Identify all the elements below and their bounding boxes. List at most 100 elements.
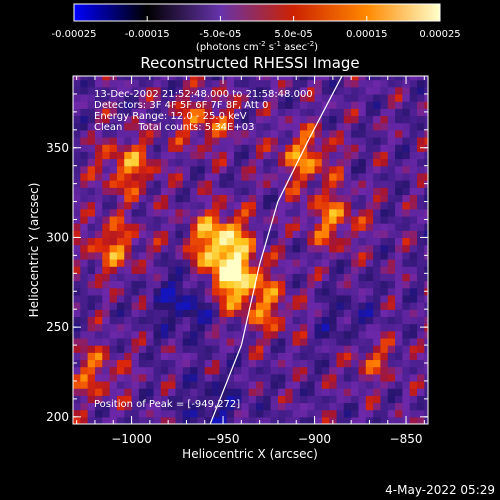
heatmap-cell <box>263 86 272 95</box>
heatmap-cell <box>321 122 330 131</box>
heatmap-cell <box>146 309 155 317</box>
heatmap-cell <box>277 101 286 109</box>
heatmap-cell <box>255 180 264 188</box>
heatmap-cell <box>336 402 345 411</box>
heatmap-cell <box>80 345 89 353</box>
heatmap-cell <box>387 76 396 81</box>
heatmap-cell <box>175 180 184 188</box>
heatmap-cell <box>380 402 389 411</box>
heatmap-cell <box>299 215 308 224</box>
heatmap-cell <box>351 352 360 361</box>
heatmap-cell <box>94 323 103 332</box>
heatmap-cell <box>153 302 162 310</box>
heatmap-cell <box>248 244 257 253</box>
heatmap-cell <box>373 237 382 246</box>
heatmap-cell <box>109 373 118 382</box>
heatmap-cell <box>365 337 374 346</box>
heatmap-cell <box>138 101 147 109</box>
heatmap-cell <box>138 108 147 117</box>
heatmap-cell <box>270 237 279 246</box>
heatmap-cell <box>277 251 286 260</box>
heatmap-cell <box>204 302 213 310</box>
heatmap-cell <box>160 287 169 296</box>
heatmap-cell <box>380 366 389 375</box>
heatmap-cell <box>395 345 403 353</box>
heatmap-cell <box>182 144 191 152</box>
heatmap-cell <box>102 180 111 188</box>
heatmap-cell <box>87 380 96 389</box>
heatmap-cell <box>387 352 396 361</box>
heatmap-cell <box>321 93 330 102</box>
heatmap-cell <box>321 115 330 124</box>
heatmap-cell <box>226 316 235 325</box>
heatmap-cell <box>153 187 162 195</box>
heatmap-cell <box>138 244 147 253</box>
heatmap-cell <box>234 122 242 131</box>
heatmap-cell <box>358 194 367 203</box>
heatmap-cell <box>175 302 184 310</box>
heatmap-cell <box>387 366 396 375</box>
heatmap-cell <box>329 172 338 181</box>
heatmap-cell <box>102 330 111 339</box>
heatmap-cell <box>102 237 111 246</box>
heatmap-cell <box>182 165 191 174</box>
heatmap-cell <box>351 323 360 332</box>
heatmap-cell <box>124 287 133 296</box>
heatmap-cell <box>358 266 367 274</box>
heatmap-cell <box>87 76 96 81</box>
heatmap-cell <box>102 359 111 368</box>
heatmap-cell <box>138 309 147 317</box>
heatmap-cell <box>94 316 103 325</box>
heatmap-cell <box>80 373 89 382</box>
heatmap-cell <box>102 302 111 310</box>
heatmap-cell <box>380 129 389 138</box>
heatmap-cell <box>292 180 301 188</box>
heatmap-cell <box>160 187 169 195</box>
heatmap-cell <box>321 309 330 317</box>
heatmap-cell <box>226 287 235 296</box>
heatmap-cell <box>321 395 330 404</box>
heatmap-cell <box>314 165 323 174</box>
heatmap-cell <box>248 251 257 260</box>
heatmap-cell <box>285 223 294 231</box>
heatmap-cell <box>307 244 316 253</box>
heatmap-cell <box>402 294 411 303</box>
heatmap-cell <box>197 244 206 253</box>
heatmap-cell <box>299 388 308 396</box>
heatmap-cell <box>226 101 235 109</box>
heatmap-cell <box>307 266 316 274</box>
heatmap-cell <box>270 366 279 375</box>
heatmap-cell <box>73 352 81 361</box>
heatmap-cell <box>190 337 199 346</box>
heatmap-cell <box>307 230 316 239</box>
heatmap-cell <box>175 330 184 339</box>
heatmap-cell <box>351 93 360 102</box>
heatmap-cell <box>131 266 140 274</box>
heatmap-cell <box>146 187 155 195</box>
heatmap-cell <box>175 129 184 138</box>
heatmap-cell <box>329 302 338 310</box>
heatmap-cell <box>138 237 147 246</box>
heatmap-cell <box>277 93 286 102</box>
heatmap-cell <box>395 237 403 246</box>
heatmap-cell <box>102 337 111 346</box>
heatmap-cell <box>277 316 286 325</box>
heatmap-cell <box>182 402 191 411</box>
heatmap-cell <box>204 337 213 346</box>
heatmap-cell <box>80 115 89 124</box>
heatmap-cell <box>102 352 111 361</box>
heatmap-cell <box>343 330 352 339</box>
heatmap-cell <box>248 129 257 138</box>
heatmap-cell <box>73 172 81 181</box>
heatmap-cell <box>263 115 272 124</box>
heatmap-cell <box>175 86 184 95</box>
heatmap-cell <box>285 258 294 267</box>
heatmap-cell <box>285 180 294 188</box>
heatmap-cell <box>365 380 374 389</box>
heatmap-cell <box>87 309 96 317</box>
heatmap-cell <box>263 223 272 231</box>
heatmap-cell <box>138 93 147 102</box>
heatmap-cell <box>94 395 103 404</box>
heatmap-cell <box>109 136 118 145</box>
heatmap-cell <box>131 309 140 317</box>
